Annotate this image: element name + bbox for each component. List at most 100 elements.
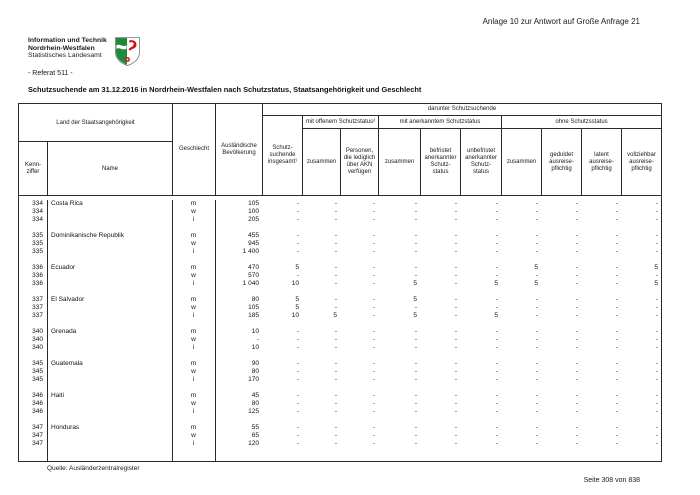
table-cell: -: [535, 232, 538, 239]
agency-line2: Nordrhein-Westfalen: [28, 44, 95, 52]
table-cell: i: [192, 312, 195, 319]
table-cell: w: [191, 304, 196, 311]
table-cell: 337: [32, 312, 43, 319]
table-cell: -: [535, 440, 538, 447]
table-cell: -: [372, 296, 375, 303]
table-cell: -: [296, 336, 299, 343]
table-cell: -: [535, 328, 538, 335]
table-cell: -: [454, 368, 457, 375]
table-cell: -: [296, 232, 299, 239]
table-cell: -: [296, 200, 299, 207]
table-cell: 347: [32, 424, 43, 431]
table-cell: -: [655, 312, 658, 319]
column-divider: [172, 200, 173, 461]
table-cell: -: [655, 240, 658, 247]
table-cell: [47, 344, 172, 352]
table-cell: -: [655, 400, 658, 407]
header-kennziffer: Kenn- ziffer: [19, 142, 48, 195]
header-geduldet: geduldet ausreise- pflichtig: [541, 129, 581, 195]
table-cell: -: [454, 344, 457, 351]
table-cell: -: [575, 272, 578, 279]
table-cell: -: [575, 216, 578, 223]
header-akn: Personen, die lediglich über AKN verfüge…: [340, 129, 378, 195]
table-cell: -: [414, 304, 417, 311]
table-cell: 170: [248, 376, 259, 383]
table-cell: -: [334, 400, 337, 407]
annotation-top-right: Anlage 10 zur Antwort auf Große Anfrage …: [482, 17, 640, 26]
table-cell: 335: [32, 240, 43, 247]
table-cell: -: [334, 240, 337, 247]
table-cell: 346: [32, 400, 43, 407]
table-cell: -: [615, 312, 618, 319]
nrw-coat-of-arms-icon: [114, 36, 141, 67]
table-cell: -: [655, 360, 658, 367]
table-cell: -: [575, 248, 578, 255]
table-cell: -: [535, 344, 538, 351]
table-cell: -: [495, 360, 498, 367]
table-cell: -: [372, 216, 375, 223]
table-cell: -: [372, 264, 375, 271]
table-cell: -: [495, 440, 498, 447]
table-cell: -: [334, 264, 337, 271]
table-cell: -: [454, 280, 457, 287]
page-title: Schutzsuchende am 31.12.2016 in Nordrhei…: [28, 85, 422, 94]
table-cell: -: [372, 272, 375, 279]
table-cell: -: [615, 264, 618, 271]
country-group: 337 El Salvador m 80 5- -5- - - - - -337 w 105 5- - - - -…: [19, 296, 661, 320]
table-cell: -: [372, 304, 375, 311]
agency-line1: Information und Technik: [28, 37, 107, 44]
table-cell: -: [454, 264, 457, 271]
table-cell: -: [575, 328, 578, 335]
country-group: 336 Ecuador m 470 5- - - - -5- -5 336 w 570- - - - - - - - -…: [19, 264, 661, 288]
table-cell: 10: [291, 312, 299, 319]
table-cell: -: [454, 240, 457, 247]
table-cell: Grenada: [51, 328, 77, 335]
table-cell: -: [334, 440, 337, 447]
table-cell: -: [296, 376, 299, 383]
table-cell: -: [334, 368, 337, 375]
table-cell: m: [190, 360, 197, 367]
table-cell: -: [334, 360, 337, 367]
table-cell: -: [495, 408, 498, 415]
table-cell: -: [535, 208, 538, 215]
table-cell: -: [372, 312, 375, 319]
table-cell: -: [575, 432, 578, 439]
table-cell: -: [334, 296, 337, 303]
table-cell: -: [334, 408, 337, 415]
table-cell: 5: [295, 304, 299, 311]
table-cell: -: [454, 408, 457, 415]
table-cell: -: [615, 200, 618, 207]
header-befristet: befristet anerkannter Schutz- status: [420, 129, 460, 195]
table-cell: -: [414, 264, 417, 271]
table-cell: -: [655, 368, 658, 375]
table-cell: -: [535, 368, 538, 375]
referat-label: - Referat 511 -: [28, 70, 73, 77]
table-cell: -: [334, 280, 337, 287]
table-cell: -: [575, 200, 578, 207]
table-cell: -: [414, 248, 417, 255]
table-cell: -: [372, 424, 375, 431]
table-cell: -: [454, 304, 457, 311]
table-cell: -: [414, 208, 417, 215]
header-land-block: Land der Staatsangehörigkeit Kenn- ziffe…: [19, 104, 172, 195]
table-cell: Haiti: [51, 392, 65, 399]
table-cell: -: [256, 336, 259, 343]
table-cell: -: [575, 304, 578, 311]
table-cell: -: [495, 216, 498, 223]
table-cell: m: [190, 392, 197, 399]
agency-block: Information und Technik Nordrhein-Westfa…: [28, 37, 107, 60]
table-cell: -: [372, 400, 375, 407]
country-group: 347 Honduras m 55- - - - - - - - - -347 w 65- - - - - - - - - -…: [19, 424, 661, 448]
table-cell: 5: [534, 264, 538, 271]
table-cell: -: [615, 232, 618, 239]
table-cell: -: [414, 272, 417, 279]
table-cell: -: [535, 408, 538, 415]
table-cell: -: [615, 296, 618, 303]
table-cell: -: [655, 296, 658, 303]
table-cell: -: [615, 208, 618, 215]
table-cell: -: [454, 232, 457, 239]
table-cell: -: [372, 440, 375, 447]
table-cell: -: [372, 360, 375, 367]
table-cell: -: [296, 240, 299, 247]
header-zusammen-ohne: zusammen: [501, 129, 541, 195]
